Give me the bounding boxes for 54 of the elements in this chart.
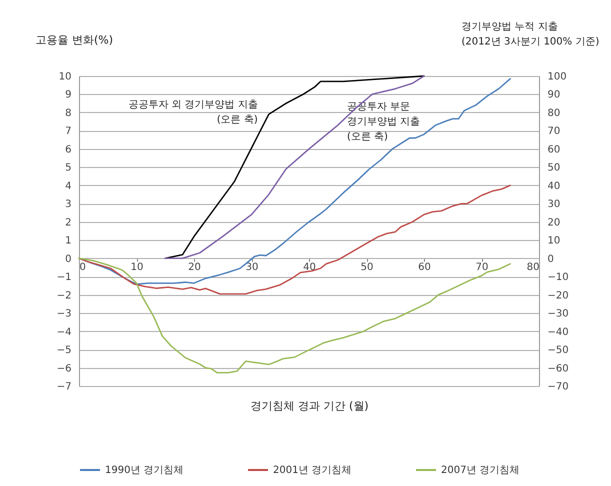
y2-tick-label: 90 [548,90,560,101]
y-tick-label: 10 [58,72,72,82]
y2-tick-label: 0 [548,254,554,265]
y-tick-label: 0 [65,254,72,265]
x-tick-label: 30 [246,262,258,273]
y2-axis-title: 경기부양법 누적 지출 (2012년 3사분기 100% 기준) [462,22,600,48]
y2-tick-label: 10 [548,236,560,247]
y-tick-label: −5 [56,345,72,356]
y-tick-label: −4 [56,326,72,338]
y2-tick-label: 20 [548,217,560,228]
annotation: 공공투자 외 경기부양법 지출 (오른 축) [128,100,258,126]
y-tick-label: 5 [65,162,72,174]
y-tick-label: −2 [56,290,72,302]
y-tick-label: 2 [65,217,72,228]
y2-tick-label: 30 [548,199,560,210]
y-tick-label: 7 [65,126,72,138]
y2-tick-label: 80 [548,108,560,119]
x-tick-label: 80 [526,262,540,273]
x-tick-label: 70 [476,262,488,273]
y-tick-label: −1 [56,272,72,284]
y2-tick-label: −40 [548,326,569,338]
y2-tick-label: 60 [548,144,560,156]
y-tick-label: 3 [65,199,72,210]
y2-tick-label: −50 [548,345,569,356]
x-tick-label: 0 [80,262,86,273]
x-tick-label: 50 [360,262,374,273]
y-tick-label: 4 [65,180,72,192]
x-tick-label: 60 [418,262,431,273]
y-tick-label: −6 [56,363,72,374]
y2-tick-label: −10 [548,272,569,284]
x-axis-title: 경기침체 경과 기간 (월) [250,400,369,412]
x-tick-label: 40 [303,262,316,273]
y2-tick-label: −70 [548,382,569,392]
x-tick-label: 20 [188,262,201,273]
y2-tick-label: −60 [548,363,569,374]
y-tick-label: 6 [65,144,72,156]
y2-tick-label: 100 [548,72,567,82]
x-tick-label: 10 [130,262,144,273]
y2-tick-label: 50 [548,162,560,174]
legend-label: 2007년 경기침체 [441,465,520,476]
y-tick-label: 9 [65,90,72,101]
line-series [78,258,511,374]
legend-label: 1990년 경기침체 [105,465,184,476]
y-axis-title: 고용율 변화(%) [36,34,114,46]
y-tick-label: 1 [65,236,72,247]
y2-tick-label: 70 [548,126,560,138]
y-tick-label: −7 [56,382,72,392]
line-series [78,184,511,295]
legend-label: 2001년 경기침체 [273,465,352,476]
y2-tick-label: −30 [548,308,569,320]
y2-tick-label: −20 [548,290,569,302]
y-tick-label: −3 [56,308,72,320]
y2-tick-label: 40 [548,180,560,192]
y-tick-label: 8 [65,108,72,119]
